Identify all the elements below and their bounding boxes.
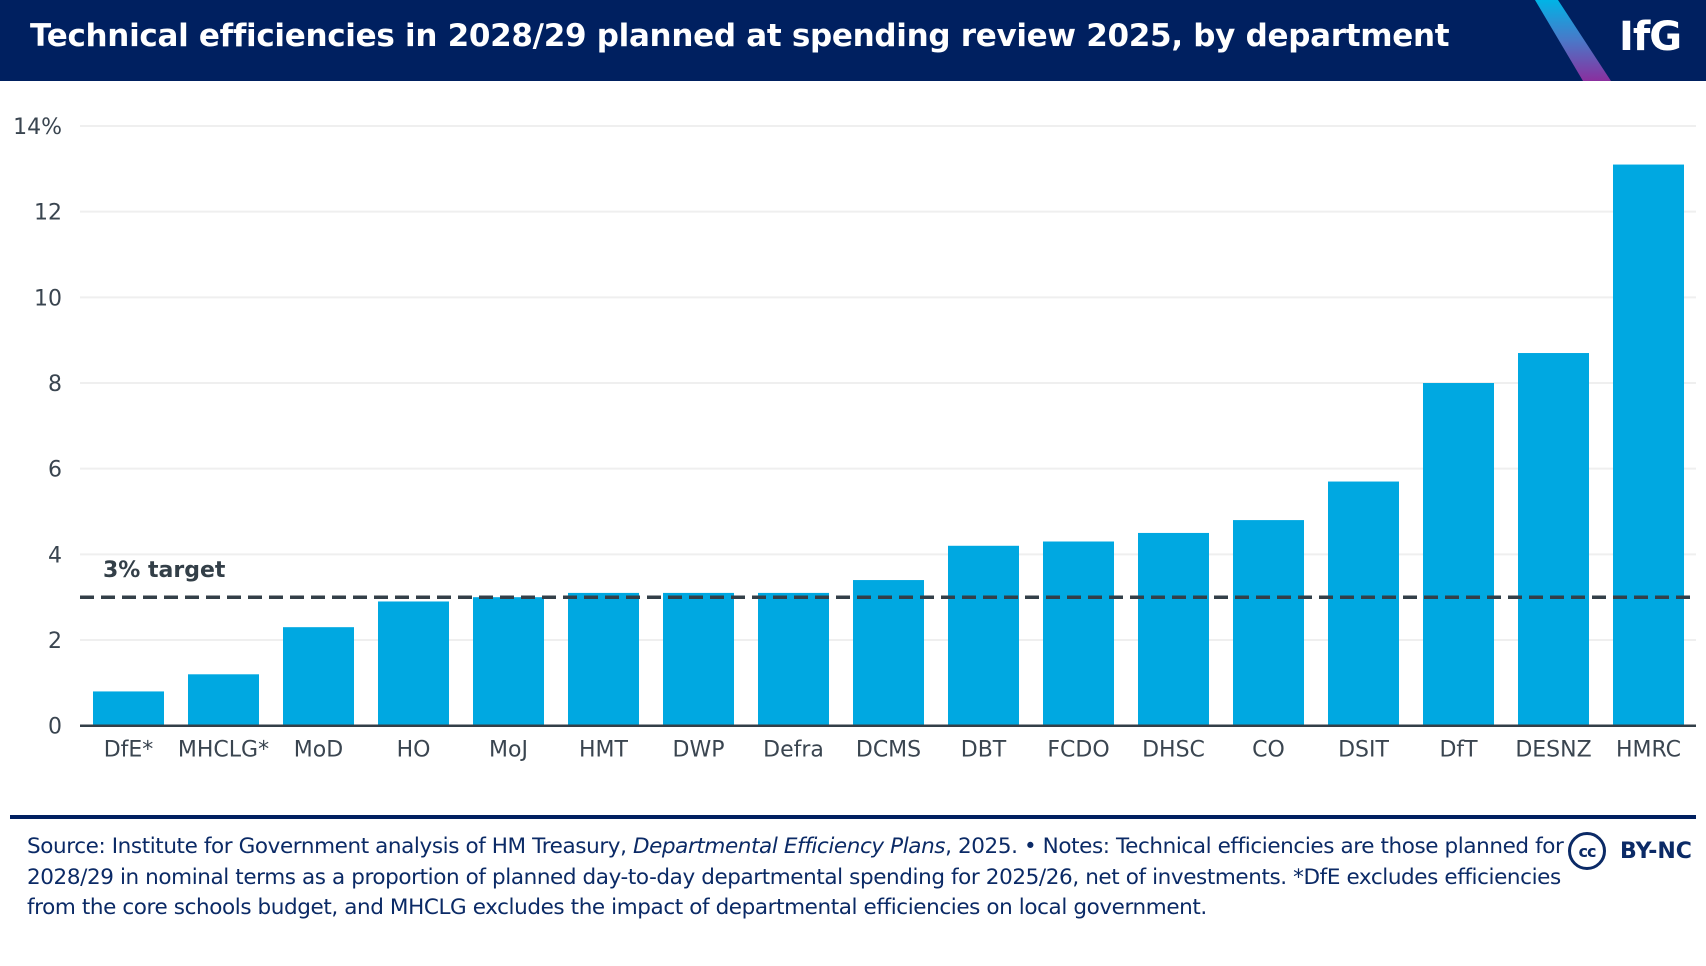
bar: [663, 592, 734, 726]
x-tick-label: DWP: [673, 738, 725, 763]
bar: [188, 674, 259, 726]
bar: [93, 691, 164, 726]
bar: [378, 601, 449, 726]
source-prefix: Source: Institute for Government analysi…: [27, 834, 633, 859]
x-tick-label: HMRC: [1616, 738, 1681, 763]
license-text: BY-NC: [1620, 838, 1692, 864]
y-tick-label: 14%: [13, 115, 62, 140]
x-tick-label: DCMS: [856, 738, 921, 763]
bar: [1518, 353, 1589, 726]
y-tick-label: 6: [48, 458, 62, 483]
bars: [93, 164, 1684, 726]
bar: [473, 597, 544, 726]
x-tick-label: CO: [1252, 738, 1285, 763]
y-axis-ticks: 0 2 4 6 8 10 12 14%: [13, 115, 62, 740]
ifg-logo: IfG: [1619, 14, 1682, 60]
chart-title: Technical efficiencies in 2028/29 planne…: [30, 18, 1450, 54]
footer-divider: [10, 815, 1696, 819]
bar: [853, 580, 924, 726]
source-title: Departmental Efficiency Plans: [632, 834, 946, 859]
y-tick-label: 10: [34, 286, 62, 311]
bar: [1328, 481, 1399, 726]
y-tick-label: 2: [48, 629, 62, 654]
footer-source-notes: Source: Institute for Government analysi…: [27, 832, 1567, 924]
bar-chart: 0 2 4 6 8 10 12 14% DfE* MHCLG* MoD HO MoJ HMT DWP Def…: [13, 115, 1696, 763]
y-tick-label: 0: [48, 715, 62, 740]
x-tick-label: HO: [397, 738, 431, 763]
x-tick-label: DfE*: [104, 738, 154, 763]
target-label: 3% target: [103, 558, 226, 583]
x-tick-label: MoD: [294, 738, 343, 763]
x-tick-label: MHCLG*: [178, 738, 269, 763]
bar: [758, 592, 829, 726]
x-axis-labels: DfE* MHCLG* MoD HO MoJ HMT DWP Defra DCMS DBT FCDO…: [104, 738, 1681, 763]
x-tick-label: DESNZ: [1515, 738, 1591, 763]
bar: [568, 592, 639, 726]
license-badge: cc BY-NC: [1568, 832, 1692, 870]
bar: [283, 627, 354, 726]
bar: [948, 545, 1019, 726]
bar: [1138, 532, 1209, 726]
bar: [1423, 383, 1494, 726]
source-suffix: , 2025. • Notes: Technical efficiencies …: [27, 834, 1564, 920]
ifg-logo-stripe-icon: [1535, 0, 1611, 81]
x-tick-label: FCDO: [1047, 738, 1109, 763]
x-tick-label: Defra: [763, 738, 824, 763]
y-tick-label: 8: [48, 372, 62, 397]
bar: [1043, 541, 1114, 726]
bar: [1233, 520, 1304, 726]
cc-icon: cc: [1568, 832, 1606, 870]
chart-header: Technical efficiencies in 2028/29 planne…: [0, 0, 1706, 81]
y-tick-label: 4: [48, 543, 62, 568]
x-tick-label: DfT: [1439, 738, 1478, 763]
bar: [1613, 164, 1684, 726]
x-tick-label: DSIT: [1338, 738, 1389, 763]
y-tick-label: 12: [34, 201, 62, 226]
x-tick-label: DBT: [961, 738, 1007, 763]
x-tick-label: HMT: [579, 738, 629, 763]
x-tick-label: MoJ: [489, 738, 528, 763]
x-tick-label: DHSC: [1142, 738, 1205, 763]
